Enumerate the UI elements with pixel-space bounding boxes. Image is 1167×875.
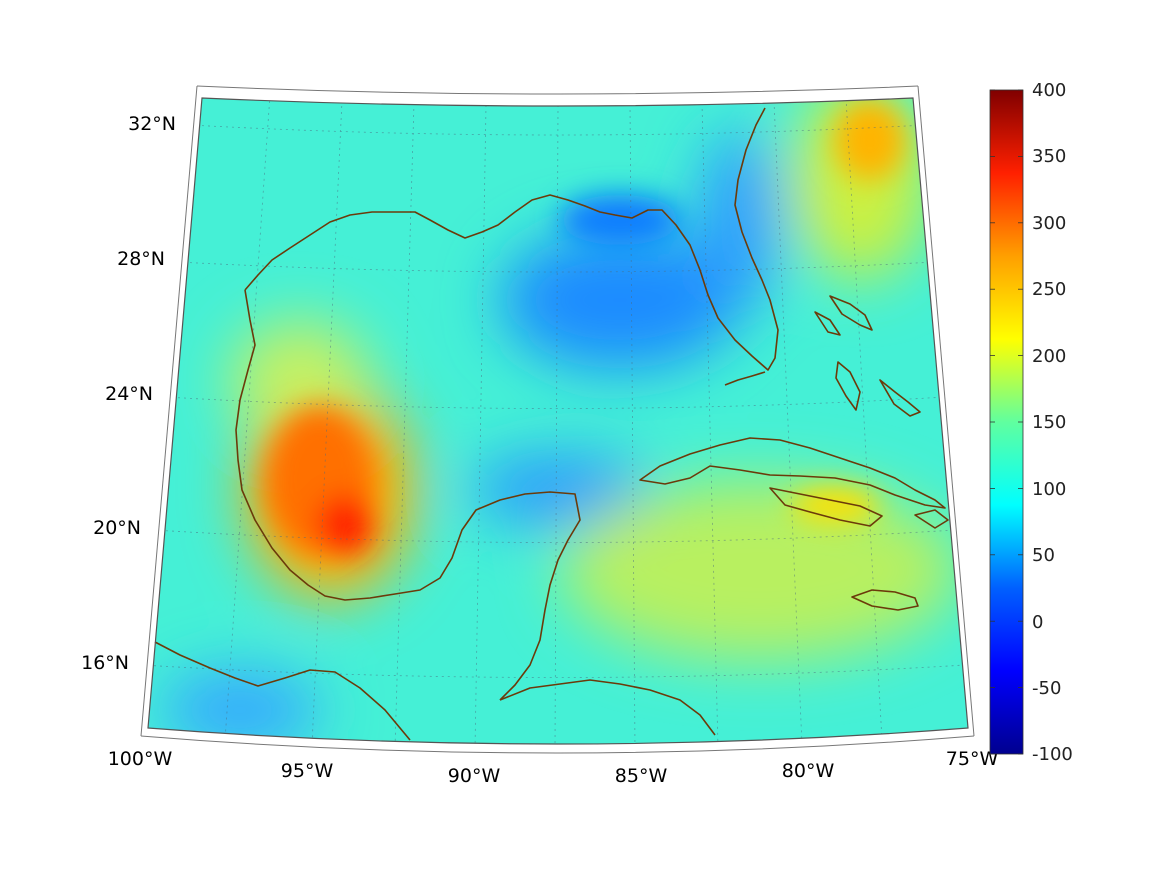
- field-gulf-deep-low: [560, 195, 680, 245]
- field-atlantic-orange: [835, 100, 905, 180]
- colorbar-label: -50: [1032, 678, 1061, 699]
- map-field: [148, 98, 968, 744]
- coast-mexico-east: [235, 289, 581, 701]
- field-low-eastern-gulf: [500, 230, 740, 370]
- colorbar-gradient: [989, 89, 1024, 755]
- field-low-campeche: [470, 455, 650, 525]
- colorbar-labels: 400 350 300 250 200 150 100 50 0 -50 -10…: [1032, 80, 1073, 765]
- coast-keys: [724, 371, 766, 386]
- lat-labels: 32°N 28°N 24°N 20°N 16°N: [81, 113, 176, 674]
- colorbar: 400 350 300 250 200 150 100 50 0 -50 -10…: [989, 80, 1073, 765]
- colorbar-label: 150: [1032, 412, 1066, 433]
- colorbar-label: 100: [1032, 479, 1066, 500]
- coast-bahamas-3: [879, 379, 921, 417]
- coast-bahamas-4: [814, 311, 841, 336]
- coast-hispaniola: [914, 509, 949, 529]
- coast-jamaica: [851, 589, 919, 611]
- lat-label: 32°N: [128, 113, 176, 135]
- field-cuba-yellow: [790, 487, 880, 523]
- colorbar-label: 350: [1032, 146, 1066, 167]
- coast-bahamas-1: [829, 295, 873, 331]
- lat-label: 20°N: [93, 517, 141, 539]
- coastlines: [154, 107, 949, 741]
- field-low-pacific: [160, 670, 320, 744]
- field-high-caribbean: [560, 480, 960, 660]
- map-frame: [140, 85, 975, 754]
- colorbar-label: 0: [1032, 612, 1043, 633]
- lon-label: 95°W: [281, 760, 334, 782]
- lon-label: 75°W: [946, 748, 999, 770]
- colorbar-label: -100: [1032, 744, 1073, 765]
- coast-central-america: [499, 679, 716, 736]
- colorbar-label: 200: [1032, 346, 1066, 367]
- colorbar-label: 300: [1032, 213, 1066, 234]
- coast-cuba-east: [769, 487, 883, 527]
- coast-gulf-north: [244, 107, 779, 371]
- lon-label: 100°W: [108, 748, 173, 770]
- coast-cuba: [639, 437, 946, 509]
- colorbar-label: 50: [1032, 545, 1055, 566]
- lon-label: 85°W: [615, 765, 668, 787]
- field-low-florida-east: [700, 130, 780, 310]
- coast-bahamas-2: [835, 361, 861, 411]
- colorbar-label: 250: [1032, 279, 1066, 300]
- lon-labels: 100°W 95°W 90°W 85°W 80°W 75°W: [108, 748, 999, 787]
- coast-pacific: [154, 641, 411, 741]
- lat-label: 24°N: [105, 383, 153, 405]
- colorbar-label: 400: [1032, 80, 1066, 101]
- graticule: [148, 98, 966, 744]
- lon-label: 90°W: [448, 765, 501, 787]
- lon-label: 80°W: [782, 760, 835, 782]
- lat-label: 28°N: [117, 248, 165, 270]
- lat-label: 16°N: [81, 652, 129, 674]
- colorbar-ticks: [990, 89, 1023, 755]
- field-peak-red: [317, 495, 373, 555]
